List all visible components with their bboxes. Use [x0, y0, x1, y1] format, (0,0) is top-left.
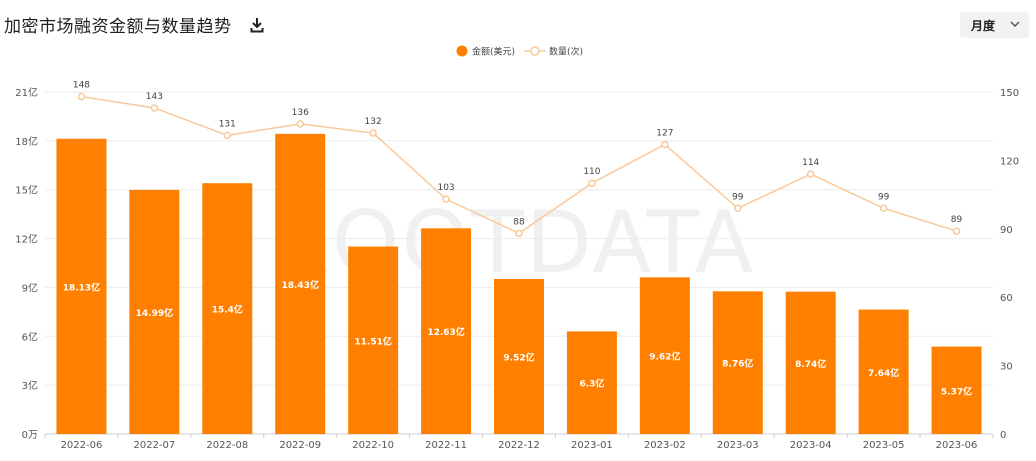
x-tick-label: 2023-04 [790, 440, 832, 451]
bar-value-label: 15.4亿 [212, 304, 243, 316]
bar [639, 277, 690, 434]
bar-value-label: 11.51亿 [354, 335, 391, 347]
line-point [879, 204, 888, 213]
y-left-tick-label: 6亿 [22, 330, 38, 343]
line-point-label: 143 [146, 92, 163, 102]
y-left-tick-label: 0万 [22, 430, 38, 441]
y-right-tick-label: 120 [1000, 156, 1019, 167]
line-point-label: 99 [878, 192, 890, 202]
legend-label-count: 数量(次) [549, 46, 583, 58]
legend-label-amount: 金额(美元) [472, 46, 515, 58]
line-point-label: 132 [365, 117, 382, 127]
line-point-label: 103 [437, 183, 454, 193]
bar-value-label: 9.52亿 [503, 351, 534, 363]
line-point-label: 148 [73, 81, 90, 91]
bar-value-label: 14.99亿 [136, 307, 173, 319]
line-point [806, 170, 815, 178]
y-right-tick-label: 30 [1000, 362, 1013, 373]
x-tick-label: 2022-11 [425, 440, 467, 451]
y-left-tick-label: 3亿 [22, 379, 38, 392]
legend-swatch-count [530, 46, 540, 56]
line-point-label: 89 [951, 215, 963, 225]
y-right-tick-label: 60 [1000, 293, 1013, 304]
line-point [661, 140, 669, 149]
line-point-label: 136 [292, 108, 309, 118]
line-point [77, 92, 86, 101]
download-icon[interactable] [250, 17, 264, 33]
x-tick-label: 2022-07 [133, 440, 175, 451]
y-left-tick-label: 21亿 [15, 86, 38, 99]
bar-value-label: 8.76亿 [722, 358, 753, 370]
line-point [515, 229, 523, 238]
period-select-label: 月度 [971, 19, 996, 33]
bar-value-label: 12.63亿 [427, 326, 464, 338]
bar [421, 228, 472, 434]
bar [494, 278, 544, 434]
line-point-label: 99 [732, 192, 744, 202]
bar [129, 189, 180, 434]
bar [56, 138, 107, 435]
bar [785, 291, 836, 434]
x-tick-label: 2022-08 [206, 440, 248, 451]
line-point-label: 114 [802, 158, 819, 168]
bar-value-label: 7.64亿 [868, 367, 899, 379]
bar [202, 183, 253, 434]
x-tick-label: 2023-06 [936, 440, 978, 451]
y-left-tick-label: 12亿 [15, 233, 38, 246]
y-left-tick-label: 18亿 [15, 135, 38, 148]
bar [712, 291, 763, 434]
line-point-label: 88 [513, 217, 525, 227]
bar-value-label: 18.43亿 [281, 279, 318, 291]
x-tick-label: 2022-12 [498, 440, 540, 451]
bar-value-label: 5.37亿 [941, 385, 972, 397]
bar-value-label: 18.13亿 [63, 281, 100, 293]
y-right-tick-label: 0 [1000, 430, 1006, 441]
x-tick-label: 2023-03 [717, 440, 759, 451]
bar [858, 309, 909, 434]
line-point [952, 227, 961, 235]
bar [931, 346, 982, 434]
bar-value-label: 8.74亿 [795, 358, 826, 370]
y-left-tick-label: 9亿 [22, 281, 38, 294]
x-tick-label: 2023-02 [644, 440, 686, 451]
line-point-label: 131 [219, 119, 236, 129]
line-point-label: 127 [656, 128, 673, 138]
x-tick-label: 2023-01 [571, 440, 613, 451]
bar [566, 331, 617, 434]
bar [275, 133, 326, 434]
line-point [296, 120, 304, 128]
bar-value-label: 9.62亿 [649, 351, 680, 363]
line-point [588, 179, 596, 187]
line-point [369, 129, 377, 137]
chart-header: 加密市场融资金额与数量趋势 月度 [0, 0, 1036, 50]
y-left-tick-label: 15亿 [15, 184, 38, 197]
bar-value-label: 6.3亿 [579, 378, 604, 390]
line-point [734, 204, 742, 213]
line-point-label: 110 [583, 167, 600, 177]
line-point [223, 131, 232, 140]
chart-title: 加密市场融资金额与数量趋势 [4, 17, 232, 37]
x-tick-label: 2022-09 [279, 440, 321, 451]
bar [348, 246, 399, 434]
y-right-tick-label: 150 [1000, 88, 1019, 99]
y-right-tick-label: 90 [1000, 225, 1013, 236]
x-tick-label: 2023-05 [863, 440, 905, 451]
line-point [442, 195, 450, 203]
line-point [150, 104, 159, 112]
legend-swatch-amount [456, 45, 468, 57]
x-tick-label: 2022-06 [61, 440, 103, 451]
period-select[interactable]: 月度 [960, 12, 1029, 38]
chevron-down-icon [1010, 21, 1020, 27]
x-tick-label: 2022-10 [352, 440, 394, 451]
